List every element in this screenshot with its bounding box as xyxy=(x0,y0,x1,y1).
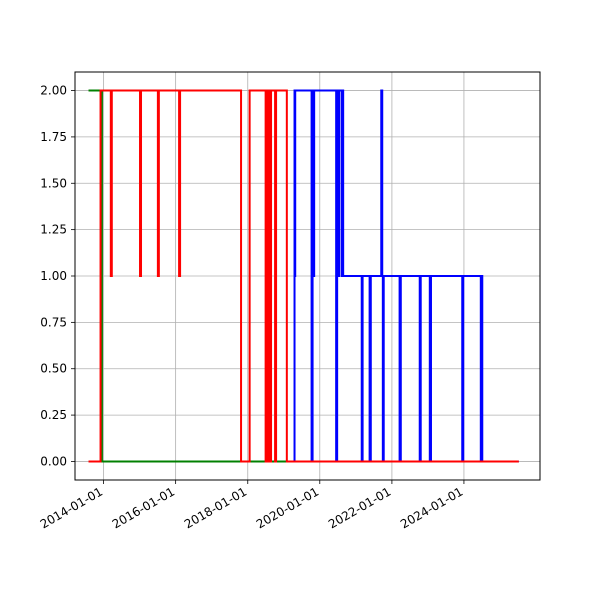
series-line-2 xyxy=(88,89,519,463)
y-tick-label: 1.50 xyxy=(40,176,67,190)
y-tick-label: 0.50 xyxy=(40,362,67,376)
y-tick-label: 0.00 xyxy=(40,454,67,468)
y-tick-label: 0.75 xyxy=(40,315,67,329)
y-tick-label: 1.00 xyxy=(40,269,67,283)
y-tick-label: 2.00 xyxy=(40,84,67,98)
y-axis: 0.00 0.25 0.50 0.75 1.00 1.25 1.50 1.75 2.00 xyxy=(40,84,75,468)
series-line-1 xyxy=(88,89,296,463)
y-tick-label: 0.25 xyxy=(40,408,67,422)
series-line-0 xyxy=(292,89,519,463)
y-tick-label: 1.75 xyxy=(40,130,67,144)
y-tick-label: 1.25 xyxy=(40,223,67,237)
series-lines xyxy=(88,89,519,463)
